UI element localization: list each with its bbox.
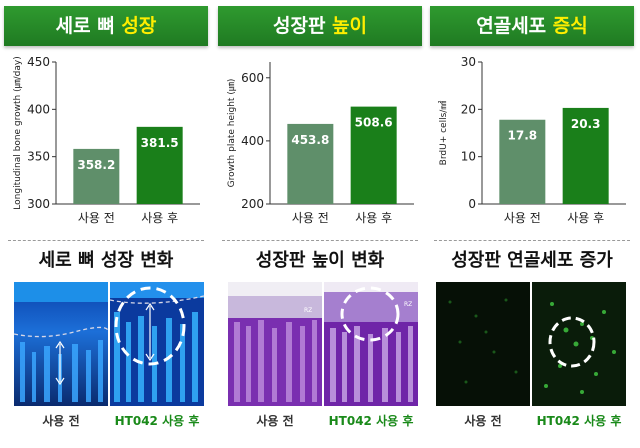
bar-chart-brdu-cells: BrdU+ cells/㎟ 0 10 20 30 17.8 사용 전 20.3 사용 후	[438, 56, 626, 225]
caption-after: HT042 사용 후	[328, 414, 414, 428]
header-text: 성장판	[272, 15, 333, 37]
x-tick-label: 사용 후	[567, 211, 604, 225]
data-label: 20.3	[571, 117, 601, 131]
divider	[8, 240, 204, 241]
caption-before: 사용 전	[42, 414, 80, 428]
y-tick-label: 400	[241, 134, 264, 148]
header-highlight: 성장	[121, 15, 157, 37]
rz-label: RZ	[404, 301, 412, 308]
header-highlight: 높이	[332, 15, 368, 37]
y-axis-label: Longitudinal bone growth (㎛/day)	[13, 56, 23, 209]
panel-bone-growth: 세로 뼈 성장 Longitudinal bone growth (㎛/day)…	[4, 0, 208, 448]
panel-growth-plate-height: 성장판 높이 Growth plate height (㎛) 200 400 600 4…	[218, 0, 422, 448]
bar	[287, 123, 334, 204]
cell-image-before	[436, 282, 530, 406]
divider	[222, 240, 418, 241]
plate-image-after: RZ	[324, 282, 418, 406]
bone-image-after	[110, 282, 204, 406]
caption-after: HT042 사용 후	[536, 414, 622, 428]
caption-before: 사용 전	[464, 414, 502, 428]
x-tick-label: 사용 전	[504, 211, 541, 225]
y-tick-label: 300	[27, 197, 50, 211]
bar	[350, 106, 397, 204]
bar	[499, 119, 546, 204]
header-text: 세로 뼈	[55, 15, 122, 37]
bone-image-before	[14, 282, 108, 406]
data-label: 17.8	[508, 129, 538, 143]
bar	[562, 107, 609, 204]
section-subtitle: 성장판 연골세포 증가	[451, 250, 613, 271]
bar-chart-bone-growth: Longitudinal bone growth (㎛/day) 300 350 40…	[13, 56, 200, 225]
bar-chart-growth-plate-height: Growth plate height (㎛) 200 400 600 453.8 사용 …	[227, 62, 414, 225]
y-axis-label: BrdU+ cells/㎟	[438, 101, 449, 166]
x-tick-label: 사용 전	[292, 211, 329, 225]
x-tick-label: 사용 전	[78, 211, 115, 225]
divider	[434, 240, 630, 241]
data-label: 381.5	[141, 136, 179, 150]
y-tick-label: 350	[27, 150, 50, 164]
data-label: 358.2	[77, 158, 115, 172]
data-label: 508.6	[355, 116, 393, 130]
y-tick-label: 0	[468, 197, 476, 211]
caption-after: HT042 사용 후	[114, 414, 200, 428]
bar	[136, 126, 183, 204]
y-tick-label: 600	[241, 71, 264, 85]
header-text: 연골세포	[476, 15, 553, 37]
cell-image-after	[532, 282, 626, 406]
rz-label: RZ	[304, 307, 312, 314]
caption-before: 사용 전	[256, 414, 294, 428]
y-tick-label: 200	[241, 197, 264, 211]
header-highlight: 증식	[552, 15, 588, 37]
panel-chondrocyte-proliferation: 연골세포 증식 BrdU+ cells/㎟ 0 10 20 30 17.8 사용 전 20.3…	[430, 0, 634, 448]
data-label: 453.8	[291, 133, 329, 147]
section-subtitle: 세로 뼈 성장 변화	[38, 250, 174, 271]
panel-header: 성장판 높이	[218, 6, 422, 46]
y-tick-label: 450	[27, 56, 50, 69]
y-tick-label: 30	[461, 56, 476, 69]
x-tick-label: 사용 후	[355, 211, 392, 225]
y-tick-label: 20	[461, 102, 476, 116]
y-tick-label: 400	[27, 102, 50, 116]
plate-image-before: RZ	[228, 282, 322, 406]
panel-header: 연골세포 증식	[430, 6, 634, 46]
y-axis-label: Growth plate height (㎛)	[227, 79, 237, 188]
x-tick-label: 사용 후	[141, 211, 178, 225]
section-subtitle: 성장판 높이 변화	[255, 250, 385, 271]
panel-header: 세로 뼈 성장	[4, 6, 208, 46]
bar	[73, 148, 120, 204]
y-tick-label: 10	[461, 150, 476, 164]
